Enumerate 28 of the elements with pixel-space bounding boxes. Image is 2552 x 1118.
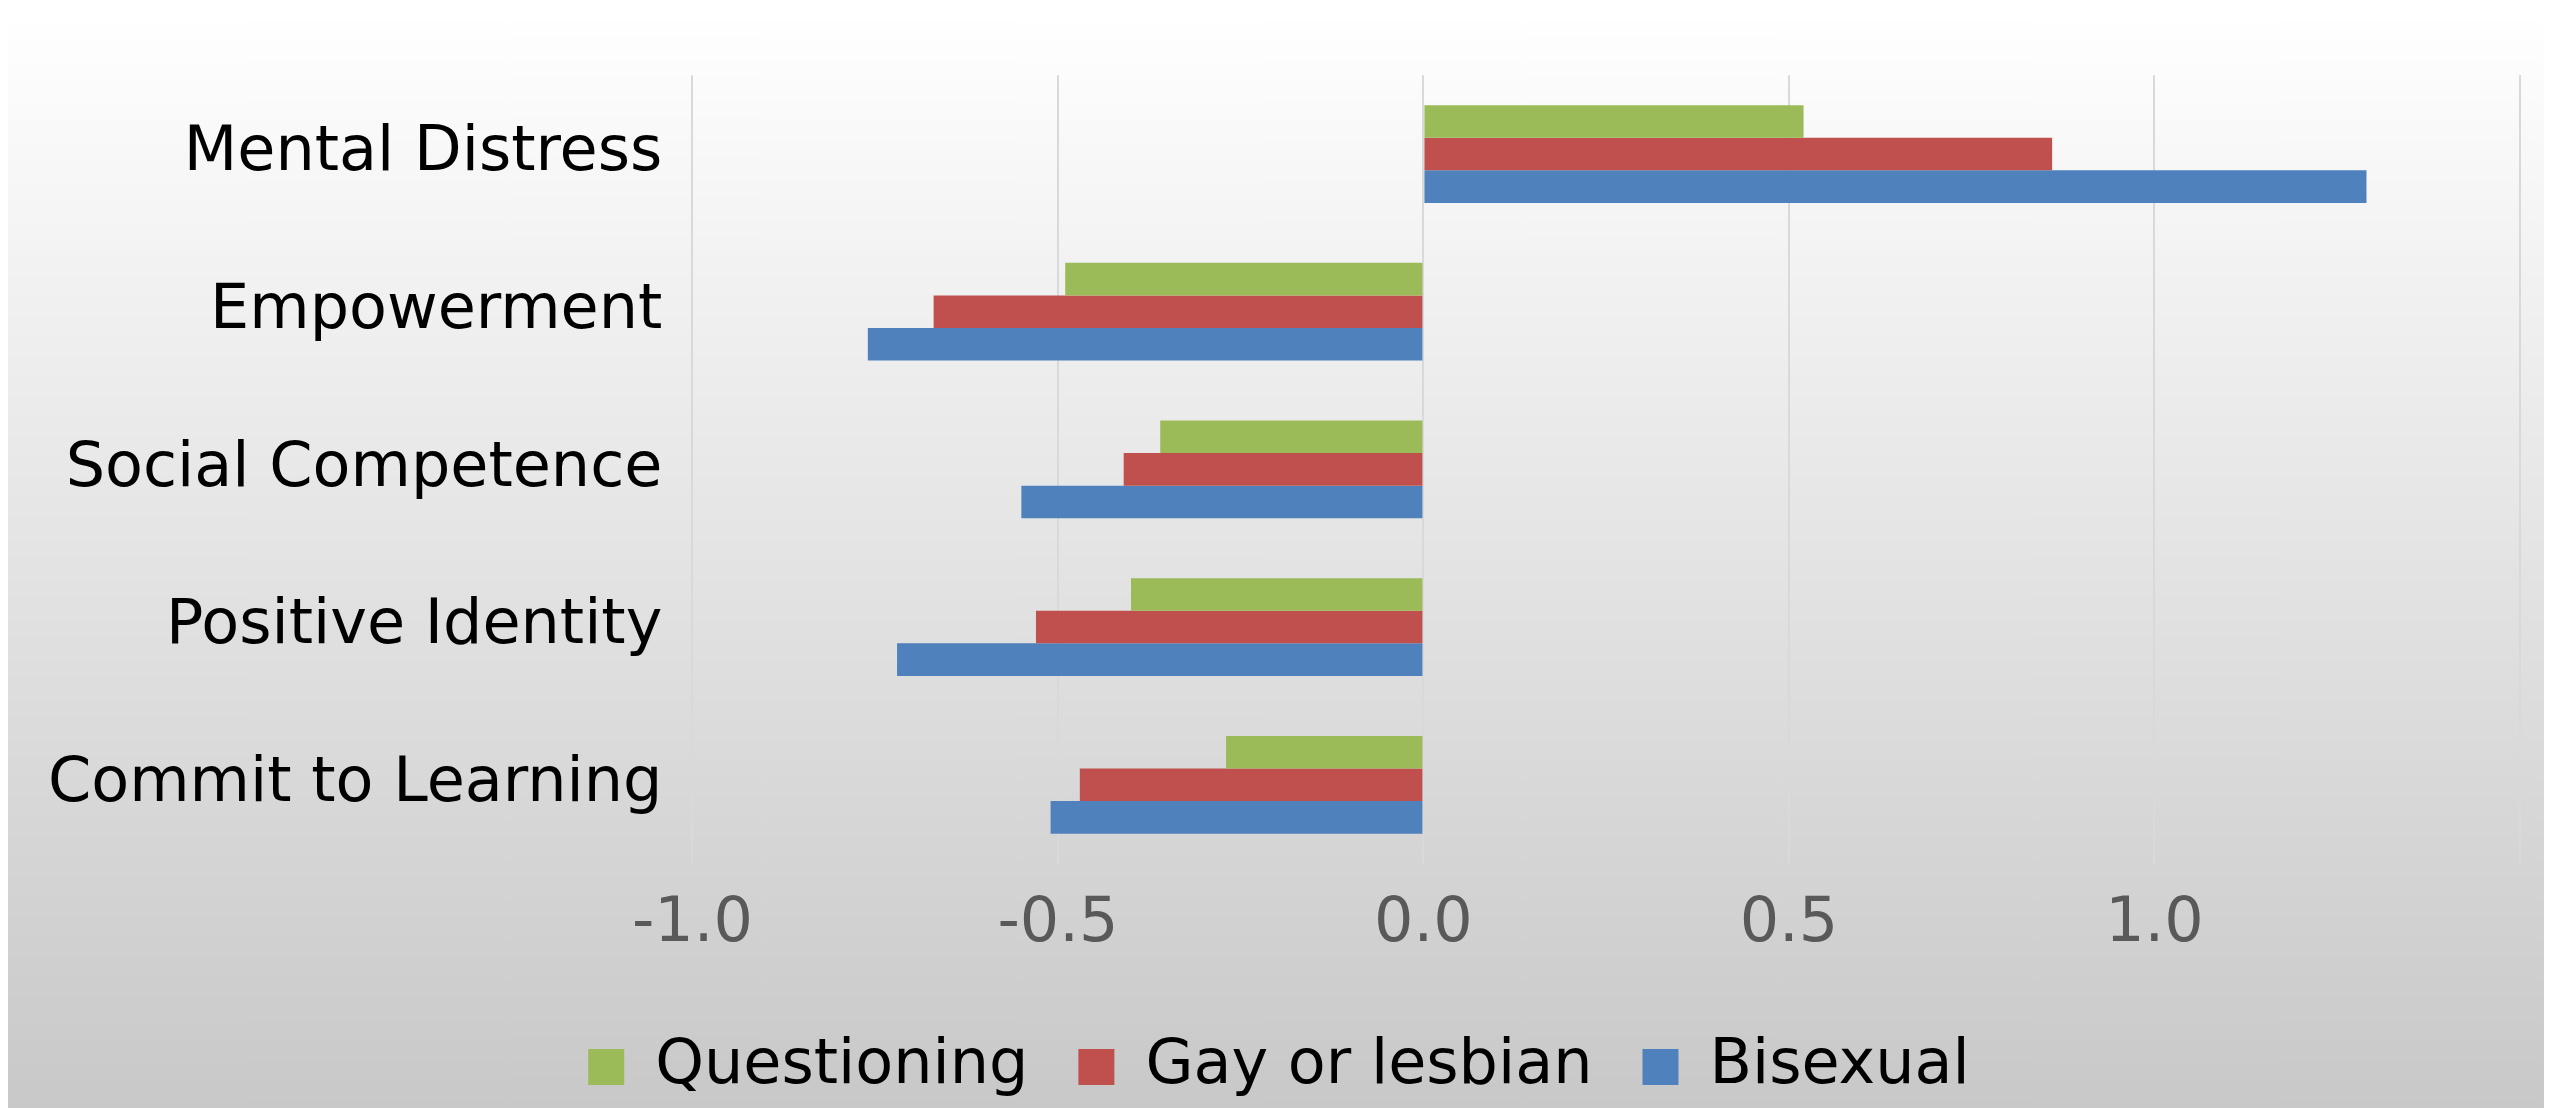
x-tick-label: 0.5 bbox=[1739, 882, 1839, 956]
bar bbox=[1035, 610, 1423, 644]
bar bbox=[897, 643, 1423, 676]
bar bbox=[867, 328, 1423, 361]
bar bbox=[1131, 578, 1423, 611]
y-tick-label: Positive Identity bbox=[166, 585, 663, 659]
bar bbox=[1065, 262, 1423, 296]
legend-label: Questioning bbox=[655, 1025, 1029, 1099]
y-tick-label: Mental Distress bbox=[183, 112, 663, 186]
x-tick-label: 1.0 bbox=[2105, 882, 2204, 956]
bar bbox=[1424, 137, 2053, 171]
y-tick-label: Commit to Learning bbox=[47, 742, 663, 816]
bar bbox=[1021, 485, 1423, 519]
bar bbox=[1160, 420, 1423, 454]
bar bbox=[1050, 801, 1423, 834]
x-tick-label: -1.0 bbox=[631, 882, 753, 956]
bar bbox=[1226, 735, 1423, 769]
legend-label: Bisexual bbox=[1709, 1025, 1970, 1099]
bar bbox=[1424, 105, 1804, 138]
legend-label: Gay or lesbian bbox=[1145, 1025, 1593, 1099]
x-tick-label: -0.5 bbox=[997, 882, 1119, 956]
x-tick-label: 0.0 bbox=[1374, 882, 1473, 956]
bar bbox=[1123, 453, 1423, 486]
bar bbox=[933, 295, 1423, 329]
bar bbox=[1424, 170, 2367, 203]
y-tick-label: Empowerment bbox=[210, 269, 663, 343]
bar bbox=[1079, 768, 1423, 802]
y-tick-label: Social Competence bbox=[65, 427, 663, 501]
